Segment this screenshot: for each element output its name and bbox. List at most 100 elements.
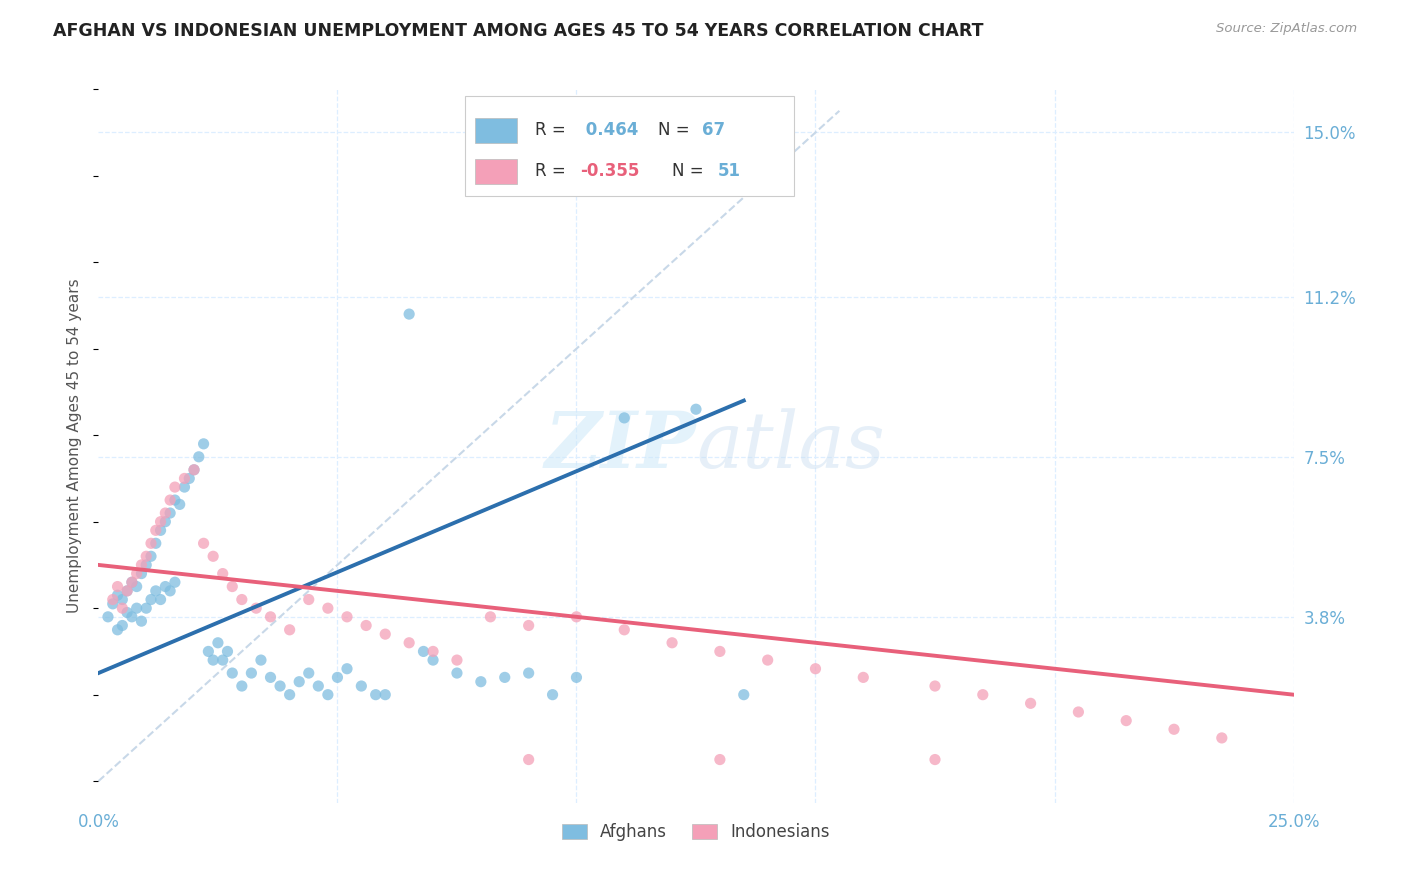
Text: N =: N =: [672, 162, 709, 180]
Point: [163, 575, 186, 590]
Point: [107, 580, 129, 594]
Point: [193, 437, 215, 451]
Text: Source: ZipAtlas.com: Source: ZipAtlas.com: [1216, 22, 1357, 36]
Point: [269, 679, 291, 693]
Point: [350, 679, 373, 693]
Point: [422, 653, 444, 667]
Point: [155, 515, 177, 529]
Point: [173, 480, 195, 494]
Point: [183, 463, 205, 477]
Point: [145, 583, 167, 598]
Point: [159, 506, 181, 520]
Point: [613, 410, 636, 425]
Point: [336, 662, 359, 676]
Point: [131, 614, 153, 628]
Text: 51: 51: [717, 162, 741, 180]
Point: [733, 688, 755, 702]
Point: [159, 583, 181, 598]
Point: [187, 450, 209, 464]
Point: [709, 753, 731, 767]
Point: [494, 670, 516, 684]
Point: [709, 644, 731, 658]
Point: [149, 515, 172, 529]
Text: 67: 67: [702, 121, 725, 139]
Point: [115, 583, 138, 598]
Point: [685, 402, 707, 417]
Point: [288, 674, 311, 689]
Text: AFGHAN VS INDONESIAN UNEMPLOYMENT AMONG AGES 45 TO 54 YEARS CORRELATION CHART: AFGHAN VS INDONESIAN UNEMPLOYMENT AMONG …: [53, 22, 984, 40]
Point: [169, 497, 191, 511]
Point: [517, 618, 540, 632]
Point: [326, 670, 349, 684]
Point: [316, 601, 339, 615]
Point: [250, 653, 273, 667]
Point: [202, 653, 225, 667]
Point: [446, 666, 468, 681]
Point: [231, 592, 253, 607]
Point: [422, 644, 444, 658]
Point: [217, 644, 239, 658]
Point: [245, 601, 267, 615]
Point: [111, 601, 134, 615]
Point: [125, 566, 148, 581]
Point: [145, 524, 167, 538]
Point: [470, 674, 492, 689]
Point: [135, 549, 157, 564]
Point: [374, 688, 396, 702]
Point: [131, 566, 153, 581]
Point: [804, 662, 827, 676]
Point: [278, 623, 301, 637]
Point: [115, 606, 138, 620]
Point: [316, 688, 339, 702]
Point: [139, 549, 162, 564]
FancyBboxPatch shape: [475, 118, 517, 143]
Point: [183, 463, 205, 477]
Point: [125, 580, 148, 594]
Point: [131, 558, 153, 572]
Point: [107, 588, 129, 602]
FancyBboxPatch shape: [475, 159, 517, 184]
Point: [259, 670, 281, 684]
Text: R =: R =: [534, 121, 571, 139]
Point: [149, 524, 172, 538]
Point: [97, 610, 120, 624]
Text: atlas: atlas: [696, 408, 884, 484]
Point: [207, 636, 229, 650]
Point: [307, 679, 329, 693]
Point: [197, 644, 219, 658]
Point: [278, 688, 301, 702]
Point: [173, 471, 195, 485]
Point: [374, 627, 396, 641]
Point: [101, 592, 124, 607]
Point: [101, 597, 124, 611]
FancyBboxPatch shape: [465, 96, 794, 196]
Point: [111, 592, 134, 607]
Point: [159, 493, 181, 508]
Point: [125, 601, 148, 615]
Point: [336, 610, 359, 624]
Point: [661, 636, 683, 650]
Point: [221, 666, 243, 681]
Text: 0.464: 0.464: [581, 121, 638, 139]
Point: [107, 623, 129, 637]
Point: [565, 610, 588, 624]
Point: [924, 679, 946, 693]
Text: R =: R =: [534, 162, 571, 180]
Point: [115, 583, 138, 598]
Point: [121, 575, 143, 590]
Point: [565, 670, 588, 684]
Text: N =: N =: [658, 121, 695, 139]
Point: [972, 688, 994, 702]
Point: [398, 636, 420, 650]
Point: [924, 753, 946, 767]
Point: [193, 536, 215, 550]
Point: [163, 493, 186, 508]
Point: [354, 618, 377, 632]
Point: [121, 575, 143, 590]
Point: [135, 558, 157, 572]
Point: [364, 688, 387, 702]
Point: [211, 566, 233, 581]
Point: [179, 471, 201, 485]
Point: [1019, 696, 1042, 710]
Point: [1115, 714, 1137, 728]
